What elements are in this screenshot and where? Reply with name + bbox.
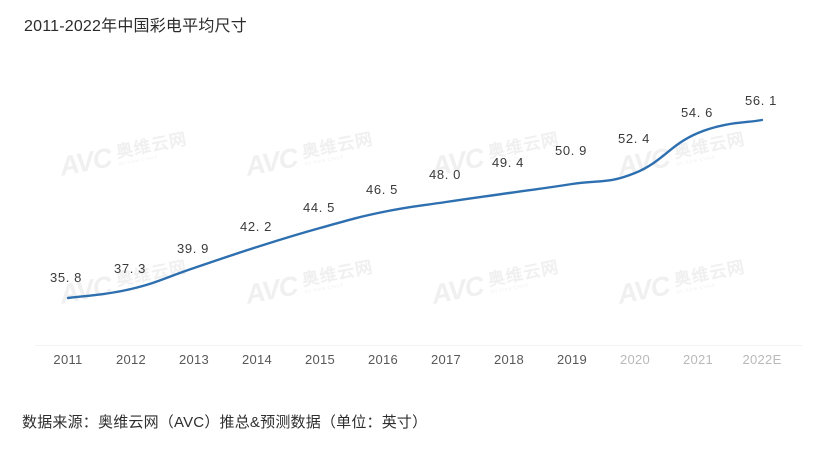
series-line-path (66, 118, 764, 300)
data-point-label: 49. 4 (492, 155, 524, 170)
data-point-label: 52. 4 (618, 131, 650, 146)
x-axis-tick-2012: 2012 (115, 352, 147, 367)
x-axis-tick-2018: 2018 (493, 352, 525, 367)
data-point-label: 54. 6 (681, 105, 713, 120)
data-point-label: 46. 5 (366, 182, 398, 197)
x-axis-tick-2021: 2021 (682, 352, 714, 367)
data-point-label: 42. 2 (240, 219, 272, 234)
data-point-label: 48. 0 (429, 167, 461, 182)
source-note: 数据来源：奥维云网（AVC）推总&预测数据（单位：英寸） (22, 414, 428, 431)
data-point-label: 37. 3 (114, 261, 146, 276)
x-axis-tick-2017: 2017 (430, 352, 462, 367)
page-title: 2011-2022年中国彩电平均尺寸 (24, 18, 247, 35)
line-series-svg (66, 118, 764, 300)
plot-area: 35. 8 37. 3 39. 9 42. 2 44. 5 46. 5 48. 0 49. 4… (0, 55, 837, 347)
x-axis-tick-labels: 2011 2012 2013 2014 2015 2016 2017 2018 2019 2020… (0, 352, 837, 374)
data-point-label: 56. 1 (745, 93, 777, 108)
data-point-label: 44. 5 (303, 200, 335, 215)
x-axis-tick-2013: 2013 (178, 352, 210, 367)
x-axis-tick-2014: 2014 (241, 352, 273, 367)
data-point-label: 35. 8 (50, 270, 82, 285)
x-axis-tick-2019: 2019 (556, 352, 588, 367)
x-axis-tick-2022E: 2022E (742, 352, 782, 367)
x-axis-tick-2015: 2015 (304, 352, 336, 367)
data-point-label: 50. 9 (555, 143, 587, 158)
x-axis-line (35, 345, 802, 346)
x-axis-tick-2011: 2011 (53, 352, 83, 367)
x-axis-tick-2020: 2020 (619, 352, 651, 367)
x-axis-tick-2016: 2016 (367, 352, 399, 367)
data-point-label: 39. 9 (177, 241, 209, 256)
